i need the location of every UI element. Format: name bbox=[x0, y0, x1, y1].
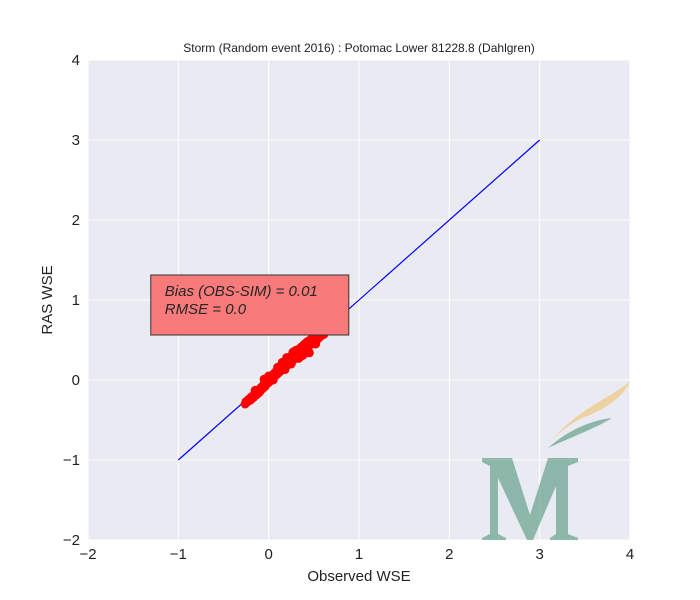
annotation-box bbox=[150, 274, 350, 336]
watermark-letter-m bbox=[482, 458, 578, 540]
data-point bbox=[307, 333, 317, 343]
data-point bbox=[250, 385, 260, 395]
x-tick-label: −1 bbox=[170, 546, 187, 563]
annotation-line: Bias (OBS-SIM) = 0.01 bbox=[165, 283, 318, 300]
y-axis-label: RAS WSE bbox=[39, 265, 56, 334]
y-tick-label: −1 bbox=[63, 452, 80, 469]
y-tick-label: 2 bbox=[72, 212, 80, 229]
watermark-logo bbox=[482, 382, 630, 540]
data-point bbox=[280, 365, 290, 375]
watermark-swoosh-top bbox=[552, 382, 630, 440]
data-point bbox=[300, 339, 310, 349]
reference-line-group bbox=[177, 139, 541, 461]
watermark-swoosh-bottom bbox=[548, 418, 612, 448]
data-point bbox=[298, 350, 308, 360]
tick-labels: −2 −1 0 1 2 3 4 −2 −1 0 1 2 3 4 bbox=[63, 52, 634, 563]
x-tick-label: 4 bbox=[626, 546, 634, 563]
y-tick-label: 3 bbox=[72, 132, 80, 149]
x-tick-label: 1 bbox=[355, 546, 363, 563]
annotation-line: RMSE = 0.0 bbox=[165, 301, 247, 318]
x-tick-label: −2 bbox=[79, 546, 96, 563]
x-tick-label: 3 bbox=[535, 546, 543, 563]
data-points bbox=[240, 325, 330, 409]
y-tick-label: −2 bbox=[63, 532, 80, 549]
data-point bbox=[288, 347, 298, 357]
y-tick-label: 0 bbox=[72, 372, 80, 389]
x-tick-label: 0 bbox=[264, 546, 272, 563]
x-axis-label: Observed WSE bbox=[307, 568, 410, 585]
data-point bbox=[264, 371, 274, 381]
data-point bbox=[286, 359, 296, 369]
data-point bbox=[277, 357, 287, 367]
y-tick-label: 1 bbox=[72, 292, 80, 309]
y-tick-label: 4 bbox=[72, 52, 80, 69]
reference-line bbox=[177, 139, 541, 461]
chart-title: Storm (Random event 2016) : Potomac Lowe… bbox=[183, 41, 535, 55]
x-tick-label: 2 bbox=[445, 546, 453, 563]
